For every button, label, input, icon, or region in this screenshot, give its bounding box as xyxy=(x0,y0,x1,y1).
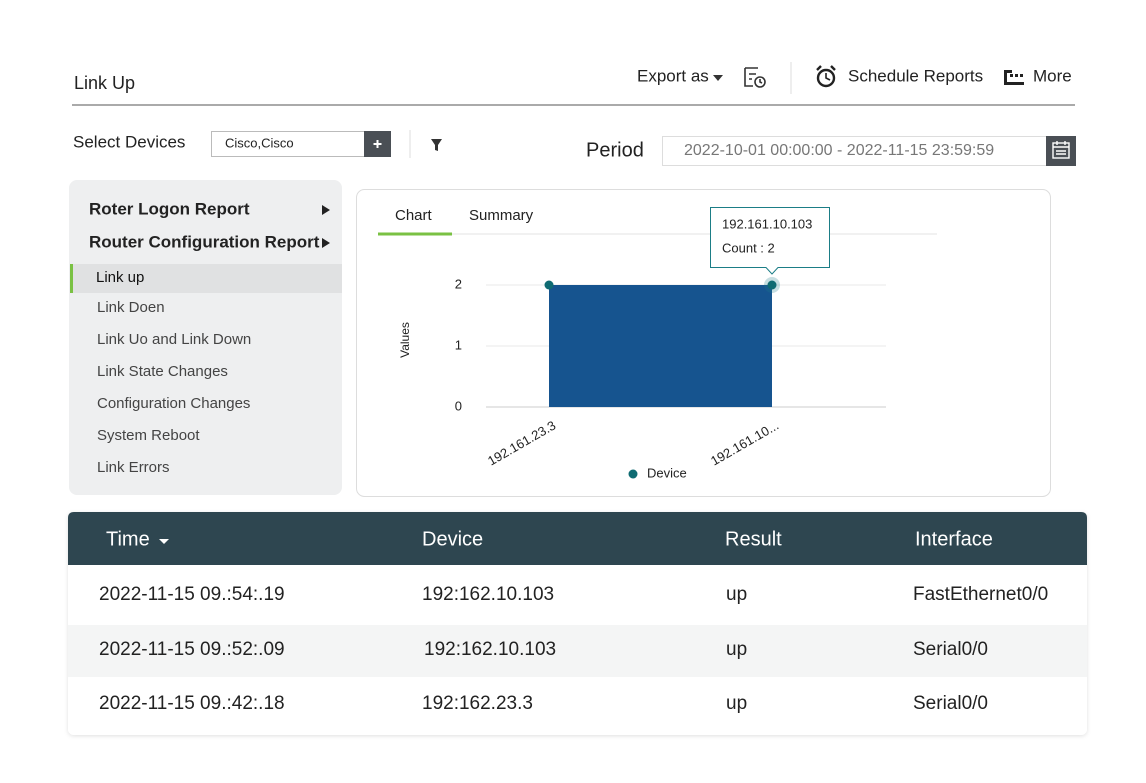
filter-icon[interactable] xyxy=(431,139,442,151)
table-cell: 192:162.23.3 xyxy=(422,693,533,714)
column-header: Result xyxy=(725,528,782,550)
report-group[interactable]: Roter Logon Report xyxy=(89,199,250,218)
table-cell: up xyxy=(726,693,747,714)
report-item[interactable]: Link State Changes xyxy=(97,363,228,380)
plus-icon[interactable] xyxy=(373,140,382,148)
legend-label: Device xyxy=(647,465,687,480)
report-item[interactable]: Link Doen xyxy=(97,299,165,316)
table-cell: 2022-11-15 09.:42:.18 xyxy=(99,693,285,714)
report-item[interactable]: Link Uo and Link Down xyxy=(97,331,251,348)
legend-marker xyxy=(628,469,638,479)
alarm-icon[interactable] xyxy=(816,65,836,88)
area xyxy=(549,285,772,407)
select-label: Select Devices xyxy=(73,132,185,151)
y-tick-label: 1 xyxy=(455,337,462,352)
sort-icon[interactable] xyxy=(159,539,169,544)
device-value: Cisco,Cisco xyxy=(225,135,294,150)
table-cell: Serial0/0 xyxy=(913,693,988,714)
table xyxy=(68,512,1087,735)
column-header: Interface xyxy=(915,528,993,550)
y-tick-label: 0 xyxy=(455,398,462,413)
selected-row xyxy=(70,264,342,293)
tooltip: 192.161.10.103 Count : 2 xyxy=(710,207,830,275)
table-cell: 192:162.10.103 xyxy=(424,639,556,660)
report-item[interactable]: Link Errors xyxy=(97,459,170,476)
table-cell: Serial0/0 xyxy=(913,639,988,660)
report-item[interactable]: Link up xyxy=(96,269,144,286)
report-item[interactable]: System Reboot xyxy=(97,427,200,444)
dropdown-icon[interactable] xyxy=(713,75,723,81)
table-cell: 192:162.10.103 xyxy=(422,584,554,605)
period-value: 2022-10-01 00:00:00 - 2022-11-15 23:59:5… xyxy=(684,142,994,159)
period-input[interactable] xyxy=(662,136,1047,166)
table-cell: up xyxy=(726,584,747,605)
tooltip-text: Count : 2 xyxy=(722,240,775,255)
report-icon[interactable] xyxy=(744,67,766,88)
page-title: Link Up xyxy=(74,73,135,93)
sidebar xyxy=(69,180,342,495)
table-cell: 2022-11-15 09.:54:.19 xyxy=(99,584,285,605)
column-header[interactable]: Time xyxy=(106,528,150,550)
table-cell: 2022-11-15 09.:52:.09 xyxy=(99,639,285,660)
table-cell: FastEthernet0/0 xyxy=(913,584,1048,605)
expand-icon[interactable] xyxy=(322,238,330,248)
device-input[interactable] xyxy=(211,131,365,157)
column-header: Device xyxy=(422,528,483,550)
calendar-icon[interactable] xyxy=(1052,141,1070,159)
more-icon[interactable] xyxy=(1004,70,1024,85)
point xyxy=(767,280,777,290)
table-header xyxy=(68,512,1087,565)
table-row-stripe xyxy=(68,625,1087,677)
report-item[interactable]: Configuration Changes xyxy=(97,395,250,412)
table-cell: up xyxy=(726,639,747,660)
export-button[interactable]: Export as xyxy=(637,66,709,85)
tooltip-title: 192.161.10.103 xyxy=(722,216,812,231)
y-tick-label: 2 xyxy=(455,276,462,291)
more-button[interactable]: More xyxy=(1033,66,1072,85)
selected-indicator xyxy=(70,264,73,293)
period-label: Period xyxy=(586,139,644,161)
point xyxy=(544,280,554,290)
report-group[interactable]: Router Configuration Report xyxy=(89,232,320,251)
tooltip-box xyxy=(710,207,830,275)
y-axis-label: Values xyxy=(398,322,412,358)
tab[interactable]: Summary xyxy=(469,207,534,224)
expand-icon[interactable] xyxy=(322,205,330,215)
tab[interactable]: Chart xyxy=(395,207,433,224)
schedule-button[interactable]: Schedule Reports xyxy=(848,66,983,85)
